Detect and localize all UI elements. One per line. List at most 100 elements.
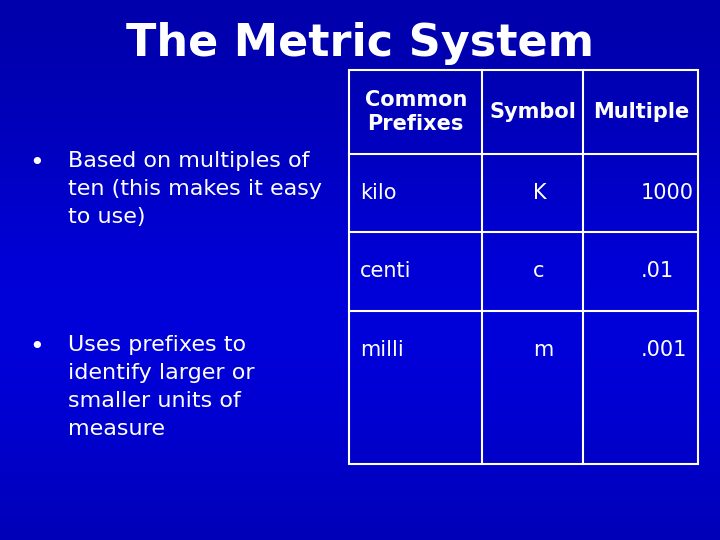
Bar bbox=[0, 418, 720, 421]
Bar bbox=[0, 148, 720, 151]
Bar bbox=[0, 532, 720, 535]
Bar bbox=[0, 332, 720, 335]
Bar bbox=[0, 92, 720, 94]
Text: Multiple: Multiple bbox=[593, 102, 689, 122]
Bar bbox=[0, 238, 720, 240]
Bar bbox=[0, 68, 720, 70]
Bar bbox=[0, 362, 720, 364]
Bar bbox=[0, 165, 720, 167]
Bar bbox=[0, 138, 720, 140]
Bar bbox=[0, 100, 720, 103]
Bar bbox=[0, 30, 720, 32]
Bar bbox=[0, 489, 720, 491]
Bar bbox=[0, 35, 720, 38]
Bar bbox=[0, 410, 720, 413]
Bar bbox=[0, 78, 720, 81]
Bar bbox=[0, 294, 720, 297]
Bar bbox=[0, 5, 720, 8]
Bar bbox=[0, 529, 720, 532]
Text: •: • bbox=[29, 335, 43, 359]
Bar bbox=[0, 440, 720, 443]
Bar bbox=[0, 224, 720, 227]
Bar bbox=[0, 394, 720, 397]
Bar bbox=[0, 364, 720, 367]
Text: The Metric System: The Metric System bbox=[126, 22, 594, 65]
Bar bbox=[0, 162, 720, 165]
Bar bbox=[0, 281, 720, 284]
Bar bbox=[0, 170, 720, 173]
Bar bbox=[0, 181, 720, 184]
Bar bbox=[0, 89, 720, 92]
Bar bbox=[0, 116, 720, 119]
Bar bbox=[0, 173, 720, 176]
Bar bbox=[0, 497, 720, 500]
Bar bbox=[0, 208, 720, 211]
Bar bbox=[0, 184, 720, 186]
Text: kilo: kilo bbox=[360, 183, 397, 203]
Bar bbox=[0, 27, 720, 30]
Bar bbox=[0, 240, 720, 243]
Bar bbox=[0, 267, 720, 270]
Bar bbox=[0, 38, 720, 40]
Bar bbox=[0, 292, 720, 294]
Bar bbox=[0, 232, 720, 235]
Bar bbox=[0, 154, 720, 157]
Bar bbox=[0, 421, 720, 424]
Bar bbox=[0, 251, 720, 254]
Text: K: K bbox=[533, 183, 546, 203]
Bar bbox=[0, 535, 720, 537]
Bar bbox=[0, 356, 720, 359]
Bar bbox=[0, 302, 720, 305]
Text: centi: centi bbox=[360, 261, 412, 281]
Bar bbox=[0, 502, 720, 505]
Bar bbox=[0, 335, 720, 338]
Bar bbox=[0, 49, 720, 51]
Bar bbox=[0, 127, 720, 130]
Bar bbox=[0, 119, 720, 122]
Bar bbox=[0, 329, 720, 332]
Bar bbox=[0, 383, 720, 386]
Bar bbox=[0, 319, 720, 321]
Bar bbox=[0, 24, 720, 27]
Bar bbox=[0, 216, 720, 219]
Bar bbox=[0, 270, 720, 273]
Bar bbox=[0, 505, 720, 508]
Bar bbox=[0, 386, 720, 389]
Bar bbox=[0, 316, 720, 319]
Bar bbox=[0, 413, 720, 416]
Bar bbox=[0, 275, 720, 278]
Bar bbox=[0, 324, 720, 327]
Bar bbox=[0, 348, 720, 351]
Bar bbox=[0, 435, 720, 437]
Bar bbox=[0, 308, 720, 310]
Bar bbox=[0, 86, 720, 89]
Bar bbox=[0, 402, 720, 405]
Bar bbox=[0, 122, 720, 124]
Bar bbox=[0, 526, 720, 529]
Bar bbox=[0, 197, 720, 200]
Bar bbox=[0, 340, 720, 343]
Bar bbox=[0, 246, 720, 248]
Bar bbox=[0, 456, 720, 459]
Bar bbox=[0, 278, 720, 281]
Text: Uses prefixes to
identify larger or
smaller units of
measure: Uses prefixes to identify larger or smal… bbox=[68, 335, 255, 439]
Bar bbox=[0, 43, 720, 46]
Bar bbox=[0, 73, 720, 76]
Bar bbox=[0, 97, 720, 100]
Bar bbox=[0, 400, 720, 402]
Bar bbox=[0, 443, 720, 445]
Bar bbox=[0, 211, 720, 213]
Bar bbox=[0, 189, 720, 192]
Bar bbox=[0, 186, 720, 189]
Bar bbox=[0, 243, 720, 246]
Bar bbox=[0, 521, 720, 524]
Bar bbox=[0, 448, 720, 451]
Bar bbox=[0, 310, 720, 313]
Bar bbox=[0, 51, 720, 54]
Text: Common
Prefixes: Common Prefixes bbox=[364, 90, 467, 134]
Bar bbox=[0, 262, 720, 265]
Bar bbox=[0, 437, 720, 440]
Bar bbox=[0, 464, 720, 467]
Bar bbox=[0, 378, 720, 381]
Bar bbox=[0, 472, 720, 475]
